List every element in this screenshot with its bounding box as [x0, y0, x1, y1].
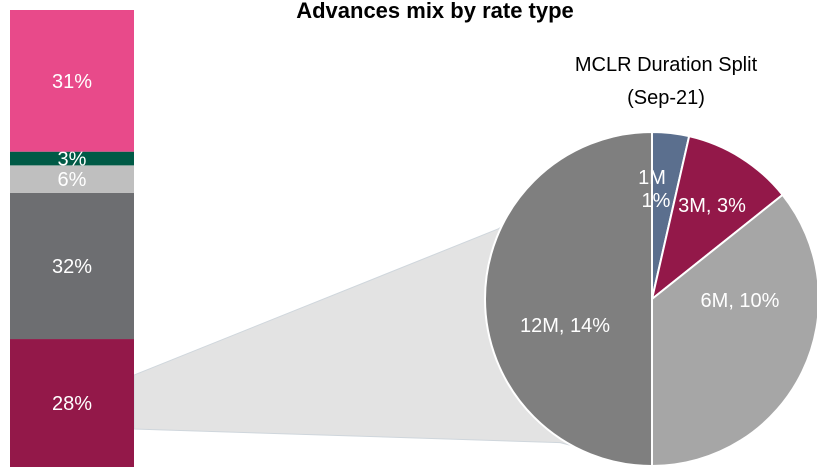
pie-slice-3M: [650, 134, 784, 302]
bar-segment-label-3: 3%: [58, 149, 87, 171]
pie-label-12M: 12M, 14%: [520, 315, 610, 337]
bar-segment-2: [10, 165, 134, 193]
pie-slice-12M: [484, 130, 653, 468]
bar-segment-1: [10, 192, 134, 340]
pie-label-1M: 1M: [638, 167, 666, 189]
bar-chart-title: Advances mix by rate type: [296, 0, 574, 23]
pie-slice-6M: [651, 193, 817, 468]
pie-chart-subtitle: (Sep-21): [627, 87, 705, 109]
stacked-bar: 28% 32% 6%3% 31%: [10, 10, 134, 467]
bar-segment-4: [10, 10, 134, 152]
bar-segment-0: [10, 339, 134, 467]
pie-label-3M: 3M, 3%: [678, 195, 746, 217]
bar-segment-label-2: 6%: [58, 169, 87, 191]
pie-label-6M: 6M, 10%: [701, 290, 780, 312]
bar-segment-label-1: 32%: [52, 256, 92, 278]
bar-segment-3: [10, 151, 134, 166]
pie-chart: 1M1% 3M, 3% 6M, 10% 12M, 14%: [484, 130, 817, 468]
pie-label-1M-pct: 1%: [642, 190, 671, 212]
pie-chart-title: MCLR Duration Split: [575, 54, 758, 76]
bar-segment-label-4: 31%: [52, 71, 92, 93]
bar-segment-label-0: 28%: [52, 393, 92, 415]
